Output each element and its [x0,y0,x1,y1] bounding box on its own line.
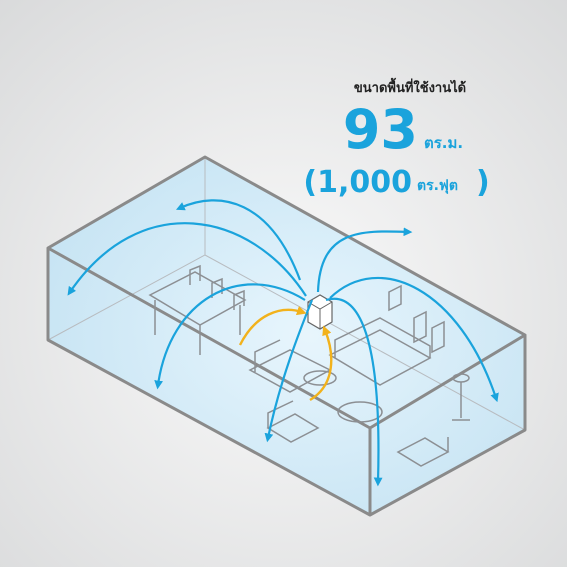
area-value: 93 [343,98,418,161]
area-unit: ตร.ม. [424,134,463,152]
area-alt-close: ) [476,165,490,200]
purifier [307,294,333,330]
heading: ขนาดพื้นที่ใช้งานได้ [354,77,466,96]
airflow-arrows [67,199,499,487]
area-alt-value: (1,000 [303,165,412,200]
area-alt-unit: ตร.ฟุต [417,178,458,194]
